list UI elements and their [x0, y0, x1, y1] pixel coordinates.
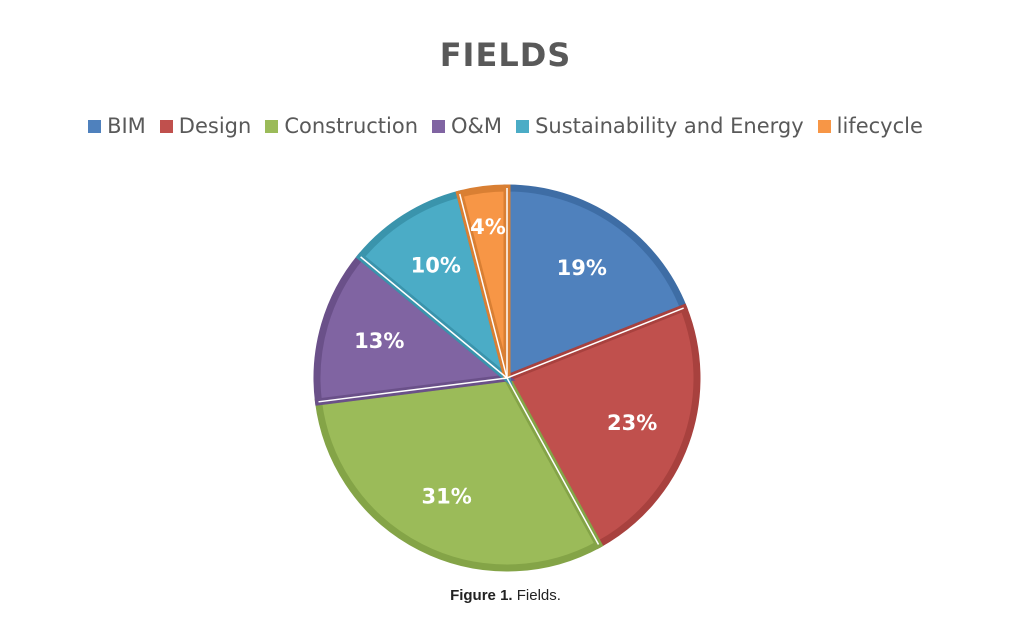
pie-slice-design: [502, 303, 701, 550]
data-label-lifecycle: 4%: [470, 215, 506, 239]
legend-item-design: Design: [159, 114, 252, 138]
slice-separator: [459, 193, 508, 379]
legend-label: lifecycle: [836, 114, 923, 138]
data-label-design: 23%: [607, 411, 657, 435]
legend-label: Construction: [284, 114, 419, 138]
legend-item-bim: BIM: [88, 114, 146, 138]
legend-item-construction: Construction: [265, 114, 418, 138]
legend-swatch: [516, 119, 530, 133]
data-label-oandm: 13%: [354, 329, 404, 353]
slice-separator: [318, 377, 508, 403]
chart-legend: BIM Design Construction O&M Sustainability a…: [0, 114, 1011, 138]
chart-title: FIELDS: [439, 36, 572, 74]
legend-label: Sustainability and Energy: [535, 114, 804, 138]
data-label-bim: 19%: [557, 256, 607, 280]
legend-swatch: [432, 119, 446, 133]
legend-swatch: [159, 119, 173, 133]
legend-swatch: [88, 119, 102, 133]
legend-item-sustainability-and-energy: Sustainability and Energy: [516, 114, 804, 138]
figure-caption: Figure 1. Fields.: [0, 587, 1011, 604]
legend-label: BIM: [107, 114, 146, 138]
legend-label: O&M: [451, 114, 503, 138]
slice-separator: [506, 377, 600, 545]
caption-label: Figure 1.: [450, 587, 513, 604]
pie-slice-bim: [503, 184, 689, 384]
legend-item-oandm: O&M: [432, 114, 502, 138]
legend-swatch: [817, 119, 831, 133]
caption-text: Fields.: [516, 587, 561, 604]
pie-slice-oandm: [313, 251, 516, 406]
pie-slice-construction: [314, 374, 604, 572]
slice-separator: [506, 307, 684, 379]
legend-item-lifecycle: lifecycle: [817, 114, 923, 138]
data-label-sustainability-and-energy: 10%: [411, 254, 461, 278]
legend-label: Design: [178, 114, 252, 138]
legend-swatch: [265, 119, 279, 133]
data-label-construction: 31%: [421, 485, 471, 509]
slice-separator: [360, 256, 508, 379]
